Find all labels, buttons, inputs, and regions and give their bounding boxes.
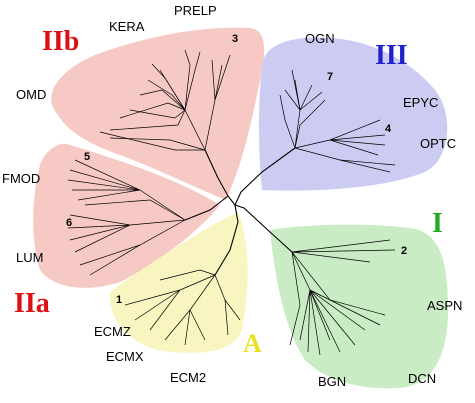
gene-label-omd: OMD [16, 87, 46, 102]
marker-1: 1 [116, 294, 122, 306]
clade-label-III: III [375, 40, 408, 71]
clade-IIb-region [51, 27, 265, 201]
marker-7: 7 [327, 71, 333, 83]
gene-label-bgn: BGN [318, 374, 346, 389]
clade-label-IIa: IIa [14, 288, 50, 319]
gene-label-fmod: FMOD [2, 171, 40, 186]
marker-5: 5 [84, 151, 90, 163]
subtree-I [289, 239, 396, 356]
clade-label-A: A [243, 329, 262, 358]
marker-3: 3 [232, 33, 238, 45]
subtree-A [124, 269, 241, 346]
clade-IIa-region [33, 143, 220, 288]
clade-III-region [259, 37, 448, 191]
gene-label-ecmx: ECMX [106, 349, 144, 364]
gene-label-epyc: EPYC [403, 95, 438, 110]
gene-label-dcn: DCN [408, 371, 436, 386]
clade-label-IIb: IIb [42, 26, 79, 57]
subtree-IIa [67, 159, 186, 276]
clade-I-region [270, 224, 448, 389]
clade-A-region [109, 212, 248, 353]
marker-6: 6 [66, 217, 72, 229]
gene-label-ecm2: ECM2 [170, 370, 206, 385]
gene-label-prelp: PRELP [174, 3, 217, 18]
gene-label-aspn: ASPN [427, 298, 462, 313]
gene-label-lum: LUM [16, 250, 43, 265]
gene-label-kera: KERA [109, 19, 145, 34]
clade-label-I: I [432, 208, 443, 239]
subtree-IIb [99, 49, 231, 151]
gene-label-ogn: OGN [305, 31, 335, 46]
marker-2: 2 [401, 245, 407, 257]
marker-4: 4 [385, 123, 392, 135]
subtree-III [279, 69, 396, 173]
gene-label-ecmz: ECMZ [94, 324, 131, 339]
tree-trunk [184, 147, 296, 276]
gene-label-optc: OPTC [420, 136, 456, 151]
